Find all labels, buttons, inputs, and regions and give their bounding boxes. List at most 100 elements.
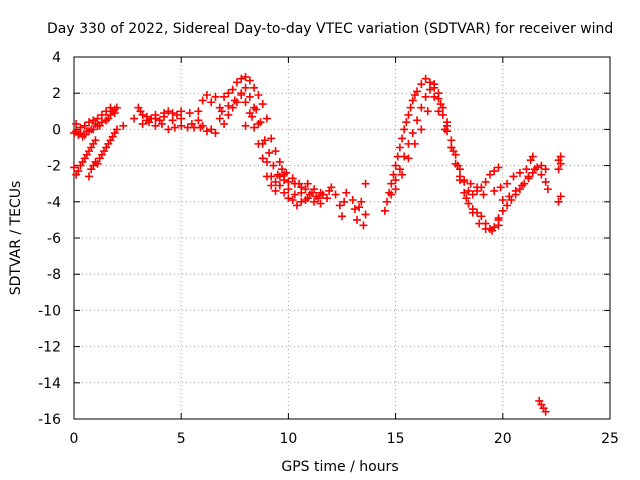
data-point (72, 127, 81, 136)
data-point (498, 195, 507, 204)
data-point (220, 119, 229, 128)
data-point (402, 118, 411, 127)
data-point (430, 92, 439, 101)
y-tick-label: 0 (52, 122, 61, 138)
data-point (145, 118, 154, 127)
data-point (447, 143, 456, 152)
data-point (207, 125, 216, 134)
data-point (335, 201, 344, 210)
data-point (475, 219, 484, 228)
data-point (290, 190, 299, 199)
data-point (509, 172, 518, 181)
data-point (541, 165, 550, 174)
data-point (391, 176, 400, 185)
data-point (310, 197, 319, 206)
data-point (434, 107, 443, 116)
x-tick-label: 15 (387, 431, 405, 447)
data-point (232, 98, 241, 107)
data-point (518, 181, 527, 190)
data-point (413, 87, 422, 96)
data-point (157, 119, 166, 128)
data-point (331, 190, 340, 199)
data-point (275, 181, 284, 190)
data-point (254, 91, 263, 100)
data-point (260, 136, 269, 145)
data-point (151, 121, 160, 130)
x-axis-label: GPS time / hours (281, 459, 398, 475)
data-point (97, 110, 106, 119)
data-point (130, 114, 139, 123)
data-point (307, 188, 316, 197)
data-point (434, 94, 443, 103)
data-point (473, 183, 482, 192)
data-point (258, 100, 267, 109)
data-point (511, 186, 520, 195)
data-point (250, 123, 259, 132)
data-point (288, 174, 297, 183)
data-point (466, 179, 475, 188)
data-point (440, 125, 449, 134)
data-point (262, 172, 271, 181)
data-point (241, 121, 250, 130)
data-point (138, 119, 147, 128)
data-point (391, 161, 400, 170)
data-point (488, 226, 497, 235)
data-point (110, 105, 119, 114)
data-point (453, 161, 462, 170)
data-point (485, 170, 494, 179)
data-point (528, 152, 537, 161)
data-point (408, 96, 417, 105)
data-point (361, 210, 370, 219)
data-point (498, 206, 507, 215)
data-point (541, 407, 550, 416)
data-point (160, 112, 169, 121)
data-point (241, 83, 250, 92)
data-point (224, 101, 233, 110)
data-point (447, 136, 456, 145)
y-tick-label: -6 (47, 231, 61, 247)
y-tick-label: -4 (47, 195, 61, 211)
data-point (102, 116, 111, 125)
data-point (93, 121, 102, 130)
data-point (228, 85, 237, 94)
data-point (80, 130, 89, 139)
data-point (112, 125, 121, 134)
y-axis-label: SDTVAR / TECUs (8, 181, 24, 296)
data-point (269, 161, 278, 170)
data-point (185, 109, 194, 118)
data-point (245, 92, 254, 101)
x-tick-label: 0 (70, 431, 79, 447)
data-point (322, 194, 331, 203)
data-point (556, 159, 565, 168)
data-point (423, 107, 432, 116)
data-point (436, 100, 445, 109)
data-point (383, 197, 392, 206)
data-point (400, 152, 409, 161)
data-point (91, 136, 100, 145)
data-point (282, 168, 291, 177)
data-point (267, 181, 276, 190)
data-point (468, 208, 477, 217)
data-point (400, 125, 409, 134)
data-point (265, 148, 274, 157)
data-point (543, 185, 552, 194)
data-point (177, 121, 186, 130)
data-point (387, 190, 396, 199)
data-point (406, 103, 415, 112)
data-point (314, 194, 323, 203)
data-point (80, 121, 89, 130)
x-tick-label: 25 (601, 431, 619, 447)
data-point (207, 98, 216, 107)
data-point (284, 177, 293, 186)
data-point (413, 116, 422, 125)
data-point (481, 224, 490, 233)
data-point (271, 177, 280, 186)
data-point (541, 177, 550, 186)
data-point (271, 186, 280, 195)
data-point (194, 116, 203, 125)
data-point (273, 170, 282, 179)
data-point (477, 212, 486, 221)
data-point (215, 114, 224, 123)
data-point (202, 127, 211, 136)
data-point (247, 112, 256, 121)
